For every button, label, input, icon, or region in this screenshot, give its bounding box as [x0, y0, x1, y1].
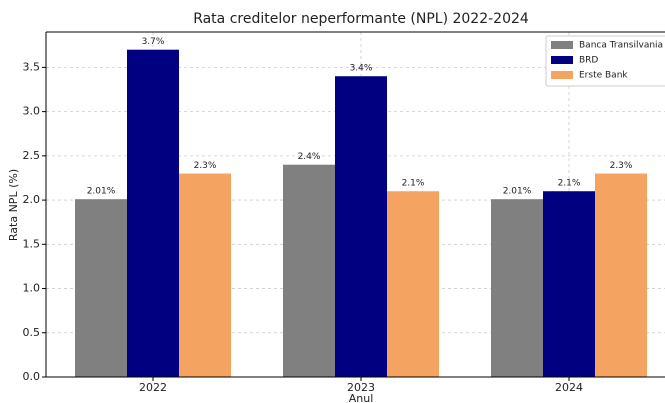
legend-box: [545, 35, 665, 87]
legend-swatch: [551, 71, 573, 79]
bar: [179, 173, 231, 377]
legend-label: Erste Bank: [579, 71, 628, 81]
y-tick-label: 3.0: [23, 105, 41, 118]
y-tick-label: 0.0: [23, 370, 41, 383]
legend-label: Banca Transilvania: [579, 41, 663, 51]
x-tick-label: 2022: [139, 381, 167, 394]
value-label: 2.3%: [610, 161, 633, 171]
x-tick-label: 2023: [347, 381, 375, 394]
y-tick-label: 1.5: [23, 237, 41, 250]
bar: [75, 199, 127, 377]
value-label: 2.1%: [558, 179, 581, 189]
value-label: 3.7%: [142, 37, 165, 47]
y-tick-label: 2.5: [23, 149, 41, 162]
y-tick-label: 2.0: [23, 193, 41, 206]
value-label: 3.4%: [350, 64, 373, 74]
bar: [595, 173, 647, 377]
bar: [127, 49, 179, 377]
value-label: 2.01%: [503, 187, 532, 197]
x-axis-label: Anul: [349, 392, 374, 403]
value-label: 2.1%: [402, 179, 425, 189]
y-tick-label: 3.5: [23, 60, 41, 73]
x-tick-label: 2024: [555, 381, 583, 394]
value-label: 2.01%: [87, 187, 116, 197]
bar: [543, 191, 595, 377]
bar: [491, 199, 543, 377]
y-axis-label: Rata NPL (%): [7, 169, 20, 241]
chart-title: Rata creditelor neperformante (NPL) 2022…: [193, 11, 529, 27]
y-tick-label: 1.0: [23, 282, 41, 295]
bar: [335, 76, 387, 377]
bar: [283, 164, 335, 377]
y-tick-label: 0.5: [23, 326, 41, 339]
legend-label: BRD: [579, 56, 598, 66]
legend-swatch: [551, 41, 573, 49]
value-label: 2.4%: [298, 152, 321, 162]
legend-swatch: [551, 56, 573, 64]
value-label: 2.3%: [194, 161, 217, 171]
bar: [387, 191, 439, 377]
